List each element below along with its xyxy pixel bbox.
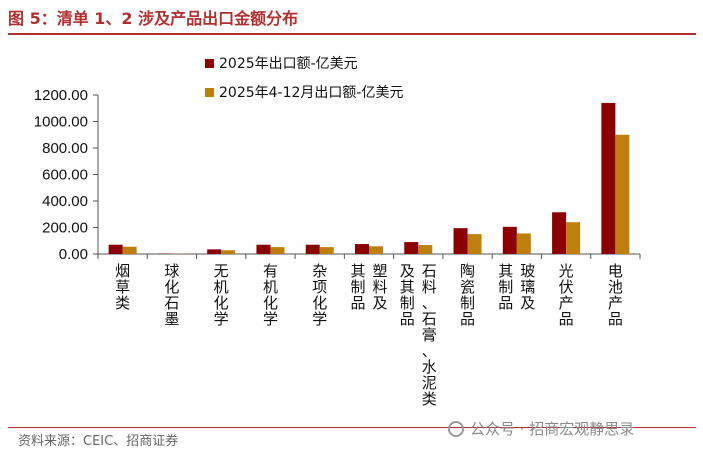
y-tick-label: 600.00: [42, 167, 88, 184]
x-tick-label-6-line-1: 及其制品: [400, 262, 415, 328]
legend-item-series-2: 2025年4-12月出口额-亿美元: [205, 82, 403, 102]
x-tick-label-2-line-0: 无机化学: [214, 262, 229, 328]
bar-series-2-10: [615, 134, 630, 254]
bar-series-2-5: [369, 246, 383, 254]
y-tick-label: 1000.00: [34, 114, 88, 131]
bar-series-1-8: [502, 226, 517, 254]
bar-series-1-2: [207, 249, 222, 254]
x-tick-label-9-line-0: 光伏产品: [559, 262, 574, 328]
y-tick-label: 200.00: [42, 220, 88, 237]
bar-series-1-5: [355, 244, 369, 254]
x-tick-label-4-line-0: 杂项化学: [312, 262, 327, 328]
legend-label-series-2: 2025年4-12月出口额-亿美元: [219, 85, 404, 101]
bar-series-2-7: [467, 234, 482, 254]
x-tick-label-8-line-0: 玻璃及: [520, 262, 535, 312]
figure-title: 图 5：清单 1、2 涉及产品出口金额分布: [8, 9, 299, 28]
bar-series-1-0: [108, 244, 123, 254]
legend-swatch-series-2: [205, 87, 214, 97]
x-tick-label-0-line-0: 烟草类: [115, 262, 130, 312]
bar-series-1-9: [552, 212, 567, 254]
bar-series-2-2: [221, 250, 236, 254]
bar-series-1-4: [305, 244, 320, 254]
x-tick-label-1-line-0: 球化石墨: [164, 262, 179, 328]
bar-series-2-0: [122, 246, 137, 254]
x-tick-label-7-line-0: 陶瓷制品: [460, 262, 475, 328]
bar-series-2-8: [516, 233, 531, 254]
y-tick-label: 800.00: [42, 140, 88, 157]
source-note: 资料来源：CEIC、招商证券: [18, 434, 179, 449]
bar-series-1-3: [256, 244, 271, 254]
title-rule: [8, 33, 696, 35]
bar-series-1-6: [404, 242, 419, 254]
bar-series-2-9: [566, 222, 581, 254]
footer-rule: [8, 427, 696, 428]
x-tick-label-3-line-0: 有机化学: [263, 262, 278, 328]
chart-legend: 2025年出口额-亿美元 2025年4-12月出口额-亿美元: [205, 53, 403, 111]
bar-series-1-7: [453, 228, 468, 254]
wechat-icon: [448, 420, 464, 437]
legend-label-series-1: 2025年出口额-亿美元: [219, 56, 358, 72]
legend-swatch-series-1: [205, 58, 214, 68]
x-tick-label-8-line-1: 其制品: [498, 262, 513, 312]
x-tick-label-6-line-0: 石料、石膏、水泥类: [422, 262, 437, 408]
x-tick-label-10-line-0: 电池产品: [608, 262, 623, 328]
bar-series-1-10: [601, 102, 616, 254]
bar-series-2-4: [319, 247, 334, 254]
bar-series-2-6: [418, 244, 433, 254]
bar-series-2-3: [270, 247, 285, 254]
legend-item-series-1: 2025年出口额-亿美元: [205, 53, 403, 73]
y-tick-label: 400.00: [42, 193, 88, 210]
y-tick-label: 0.00: [59, 246, 88, 263]
x-tick-label-5-line-0: 塑料及: [372, 262, 387, 312]
watermark-text: 公众号 · 招商宏观静思录: [470, 420, 635, 438]
y-tick-label: 1200.00: [34, 87, 88, 104]
watermark: 公众号 · 招商宏观静思录: [448, 418, 634, 439]
x-tick-label-5-line-1: 其制品: [350, 262, 365, 312]
